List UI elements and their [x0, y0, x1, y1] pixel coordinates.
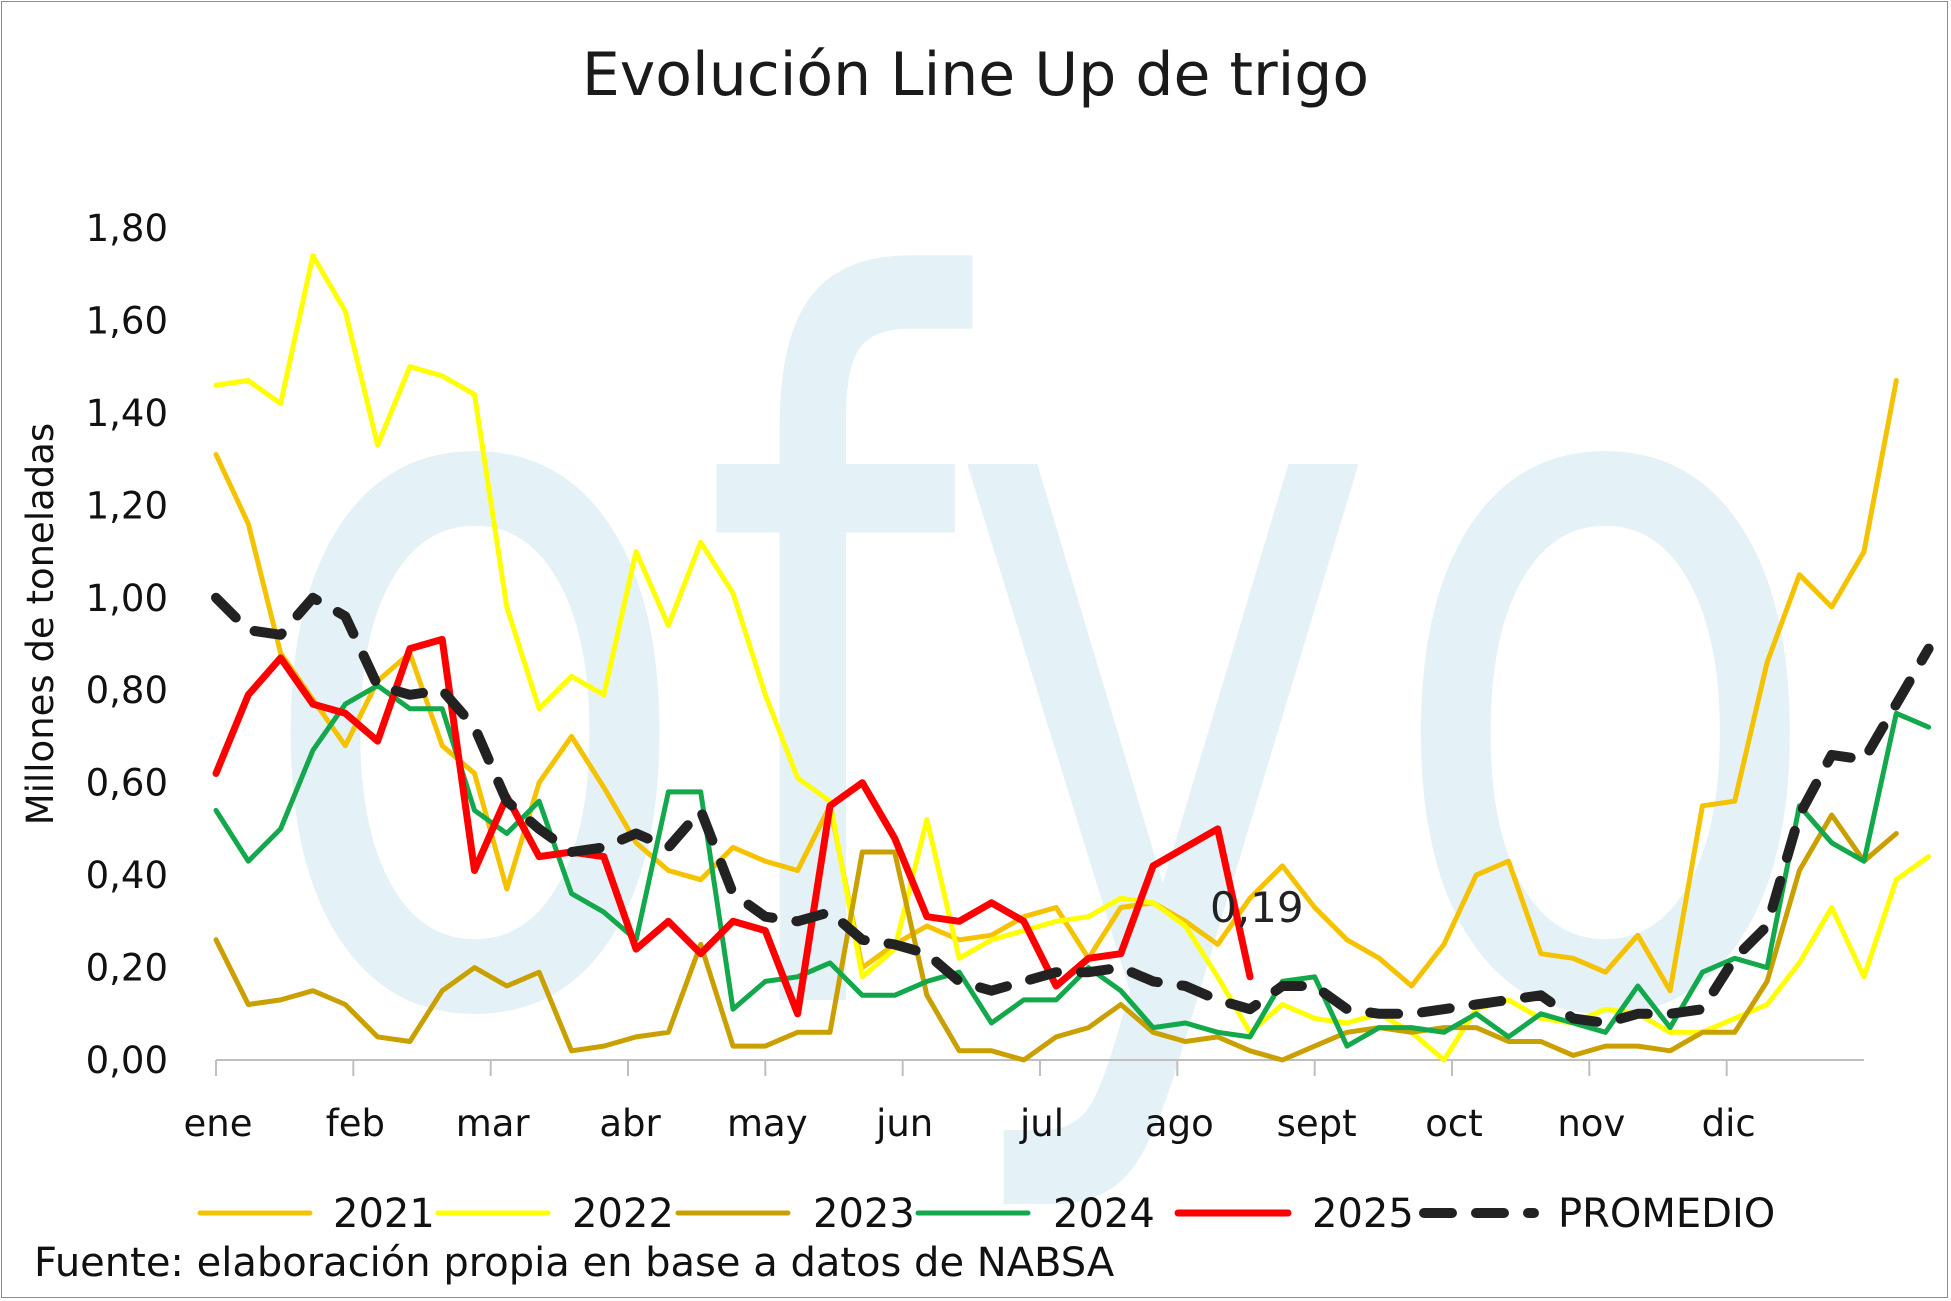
watermark: ofyo: [250, 91, 1830, 1232]
y-tick-label: 0,40: [86, 854, 168, 897]
y-tick-label: 0,20: [86, 947, 168, 990]
y-axis-title: Millones de toneladas: [19, 423, 62, 825]
series-line-2024: [213, 683, 1932, 1049]
x-tick-label: oct: [1425, 1102, 1483, 1145]
legend-label-2024: 2024: [1053, 1191, 1155, 1237]
x-tick-label: feb: [326, 1102, 385, 1145]
x-tick-label: jul: [1019, 1102, 1064, 1145]
series-line-2021: [213, 378, 1899, 994]
x-tick-label: ene: [184, 1102, 253, 1145]
legend: 2021 2022 2023 2024 2025 PROMEDIO: [197, 1191, 1775, 1237]
series-group: [211, 253, 1934, 1063]
x-tick-label: nov: [1557, 1102, 1625, 1145]
y-tick-label: 0,80: [86, 669, 168, 712]
y-tick-label: 1,40: [86, 392, 168, 435]
y-tick-label: 0,60: [86, 762, 168, 805]
y-tick-label: 1,20: [86, 484, 168, 527]
legend-label-2025: 2025: [1312, 1191, 1414, 1237]
x-tick-label: jun: [875, 1102, 933, 1145]
legend-label-2022: 2022: [572, 1191, 674, 1237]
axes: 0,00 0,20 0,40 0,60 0,80 1,00 1,20 1,40 1,60 1,80…: [19, 207, 1864, 1145]
series-line-2025: [212, 635, 1254, 1018]
x-tick-label: sept: [1277, 1102, 1357, 1145]
legend-label-2021: 2021: [333, 1191, 435, 1237]
chart-title: Evolución Line Up de trigo: [581, 40, 1370, 110]
data-label-last-value: 0,19: [1210, 883, 1304, 932]
x-tick-label: ago: [1145, 1102, 1214, 1145]
y-tick-label: 1,00: [86, 577, 168, 620]
legend-label-2023: 2023: [813, 1191, 915, 1237]
x-tick-label: abr: [599, 1102, 661, 1145]
y-tick-label: 0,00: [86, 1039, 168, 1082]
x-tick-label: mar: [456, 1102, 531, 1145]
watermark-text: ofyo: [250, 91, 1830, 1232]
source-note: Fuente: elaboración propia en base a dat…: [34, 1240, 1115, 1286]
x-tick-label: may: [727, 1102, 808, 1145]
x-tick-label: dic: [1702, 1102, 1756, 1145]
y-tick-label: 1,80: [86, 207, 168, 250]
series-line-promedio: [211, 592, 1934, 1028]
annotations: 0,19: [1210, 883, 1304, 932]
series-line-2023: [213, 812, 1899, 1063]
legend-label-promedio: PROMEDIO: [1558, 1191, 1775, 1237]
y-tick-label: 1,60: [86, 299, 168, 342]
